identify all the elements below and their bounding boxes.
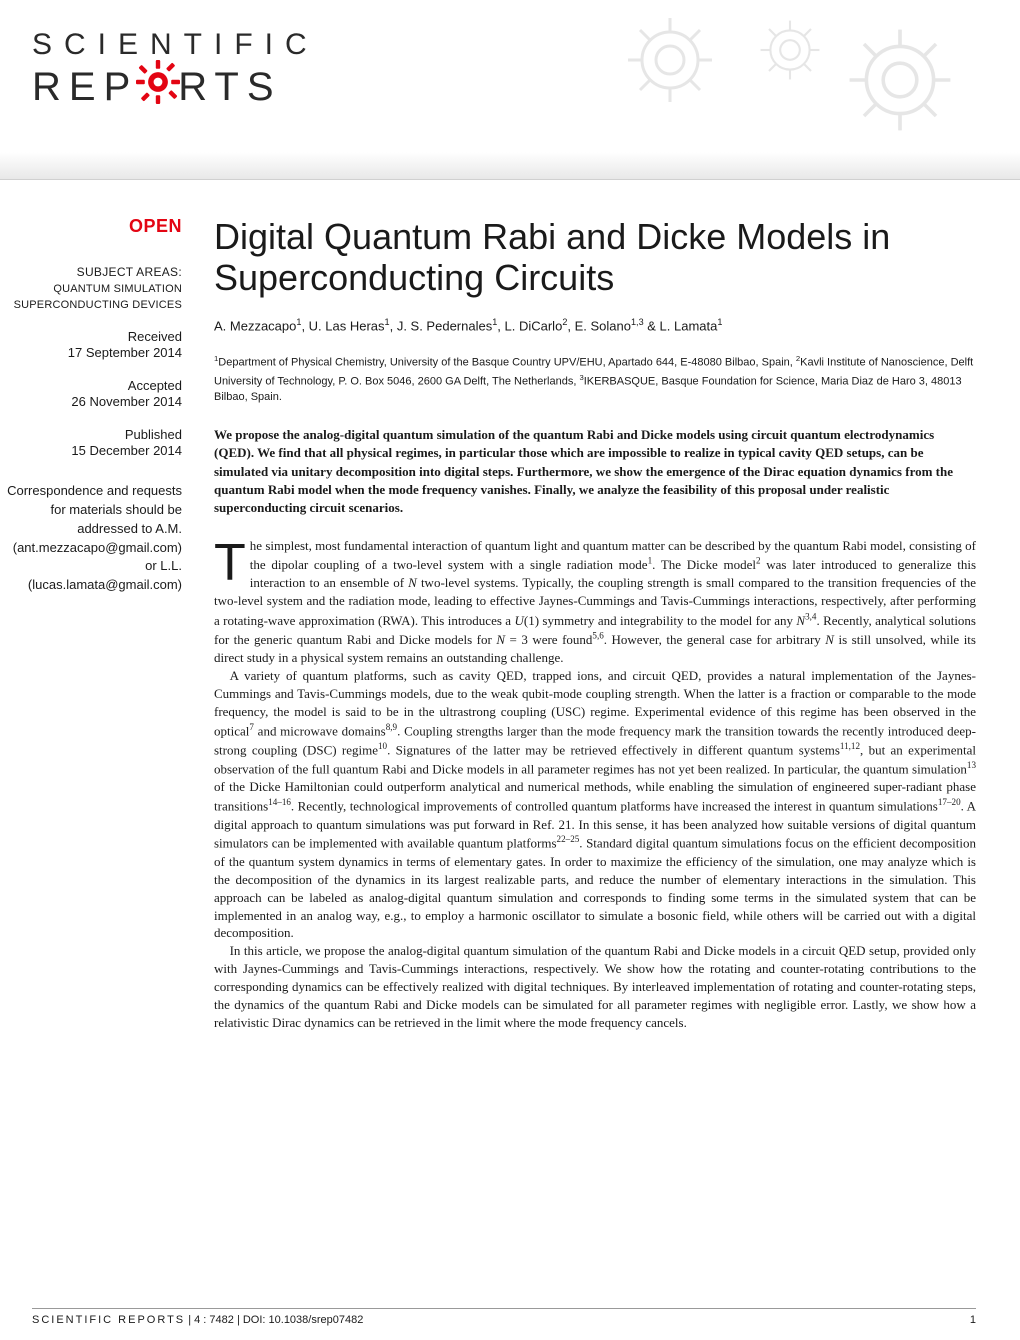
subject-area-item: QUANTUM SIMULATION — [0, 283, 182, 295]
decorative-gears-icon — [600, 10, 980, 175]
subject-areas-header: SUBJECT AREAS: — [0, 265, 182, 279]
received-date: 17 September 2014 — [0, 345, 182, 360]
body-text: The simplest, most fundamental interacti… — [214, 537, 976, 1032]
journal-header: SCIENTIFIC REP — [0, 0, 1020, 180]
published-label: Published — [0, 427, 182, 442]
paragraph-3: In this article, we propose the analog-d… — [214, 942, 976, 1032]
published-date: 15 December 2014 — [0, 443, 182, 458]
accepted-date: 26 November 2014 — [0, 394, 182, 409]
logo-line1: SCIENTIFIC — [32, 28, 319, 62]
affiliations: 1Department of Physical Chemistry, Unive… — [214, 353, 976, 406]
footer-citation: SCIENTIFIC REPORTS | 4 : 7482 | DOI: 10.… — [32, 1314, 363, 1326]
received-label: Received — [0, 329, 182, 344]
page-number: 1 — [970, 1314, 976, 1326]
authors-line: A. Mezzacapo1, U. Las Heras1, J. S. Pede… — [214, 317, 976, 333]
subject-area-item: SUPERCONDUCTING DEVICES — [0, 299, 182, 311]
logo-gear-icon — [136, 60, 180, 114]
p1-text: he simplest, most fundamental interactio… — [214, 538, 976, 665]
paragraph-2: A variety of quantum platforms, such as … — [214, 667, 976, 943]
content-row: OPEN SUBJECT AREAS: QUANTUM SIMULATION S… — [0, 180, 1020, 1032]
drop-cap: T — [214, 537, 250, 585]
logo-line2a: REP — [32, 65, 138, 110]
logo-line2: REP — [32, 60, 319, 114]
article-title: Digital Quantum Rabi and Dicke Models in… — [214, 216, 976, 299]
abstract: We propose the analog-digital quantum si… — [214, 426, 976, 517]
journal-logo: SCIENTIFIC REP — [32, 28, 319, 114]
article-main: Digital Quantum Rabi and Dicke Models in… — [200, 216, 976, 1032]
accepted-label: Accepted — [0, 378, 182, 393]
open-access-label: OPEN — [0, 216, 182, 237]
logo-line2b: RTS — [178, 65, 281, 110]
footer-journal-label: SCIENTIFIC REPORTS — [32, 1314, 185, 1326]
page-footer: SCIENTIFIC REPORTS | 4 : 7482 | DOI: 10.… — [32, 1308, 976, 1326]
footer-citation-text: | 4 : 7482 | DOI: 10.1038/srep07482 — [185, 1314, 363, 1326]
paragraph-1: The simplest, most fundamental interacti… — [214, 537, 976, 667]
sidebar: OPEN SUBJECT AREAS: QUANTUM SIMULATION S… — [0, 216, 200, 1032]
correspondence: Correspondence and requests for material… — [0, 482, 182, 595]
